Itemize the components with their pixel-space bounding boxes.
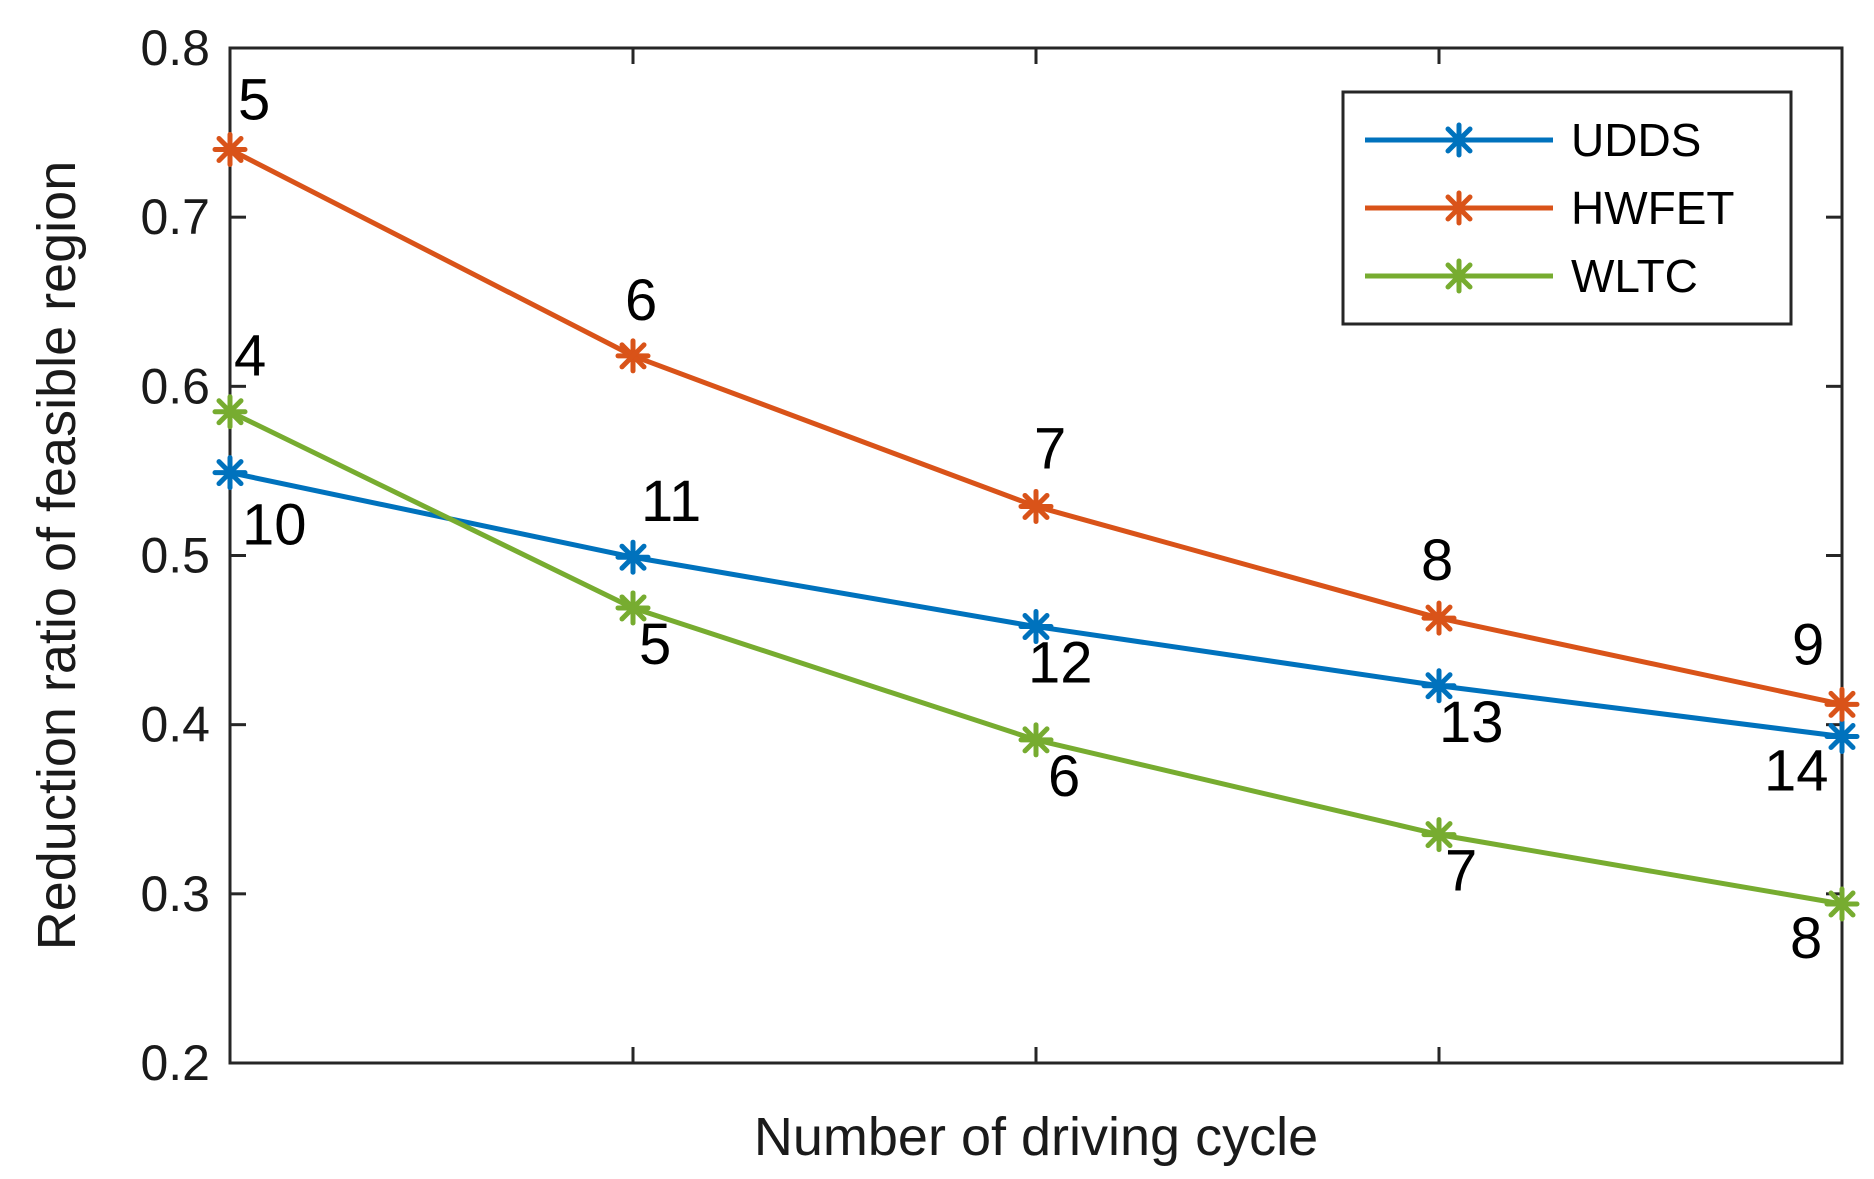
data-label: 5 (639, 612, 671, 677)
y-tick-label: 0.6 (140, 358, 210, 414)
marker-hwfet (212, 132, 248, 167)
marker-udds (615, 539, 651, 575)
data-label: 8 (1421, 528, 1453, 593)
legend-label: HWFET (1571, 182, 1735, 234)
marker-hwfet (1018, 488, 1054, 524)
legend-label: WLTC (1571, 250, 1698, 302)
y-tick-label: 0.4 (140, 697, 210, 753)
marker-hwfet (615, 338, 651, 374)
data-label: 10 (242, 493, 307, 558)
marker-udds (1421, 668, 1457, 704)
data-label: 9 (1792, 612, 1824, 677)
x-axis-title: Number of driving cycle (754, 1107, 1318, 1167)
data-label: 4 (234, 324, 266, 389)
marker-wltc (1824, 886, 1860, 922)
legend-marker-hwfet (1441, 190, 1477, 226)
legend-marker-wltc (1441, 258, 1477, 294)
data-label: 6 (625, 268, 657, 333)
data-label: 7 (1034, 416, 1066, 481)
marker-hwfet (1421, 600, 1457, 636)
data-label: 8 (1790, 906, 1822, 971)
marker-udds (1824, 719, 1860, 755)
y-tick-label: 0.7 (140, 189, 210, 245)
y-tick-label: 0.5 (140, 528, 210, 584)
data-label: 14 (1764, 739, 1829, 804)
plot-area: 0.2 0.3 0.4 0.5 0.6 0.7 0.8 10 11 12 13 14 5 6 7 8 9 4 5 6 7… (140, 20, 1860, 1091)
y-tick-label: 0.8 (140, 20, 210, 76)
marker-wltc (1018, 722, 1054, 758)
y-tick-label: 0.3 (140, 866, 210, 922)
data-label: 7 (1445, 839, 1477, 904)
data-label: 6 (1048, 744, 1080, 809)
y-tick-label: 0.2 (140, 1035, 210, 1091)
legend-marker-udds (1441, 122, 1477, 158)
marker-hwfet (1824, 686, 1860, 722)
marker-wltc (212, 394, 248, 430)
data-label: 13 (1439, 690, 1504, 755)
data-label: 12 (1028, 631, 1093, 696)
marker-udds (1018, 609, 1054, 645)
legend-label: UDDS (1571, 114, 1701, 166)
marker-wltc (615, 590, 651, 626)
data-label: 5 (238, 68, 270, 133)
marker-wltc (1421, 817, 1457, 853)
data-label: 11 (641, 469, 701, 534)
y-axis-title: Reduction ratio of feasible region (27, 161, 87, 951)
marker-udds (212, 455, 248, 491)
